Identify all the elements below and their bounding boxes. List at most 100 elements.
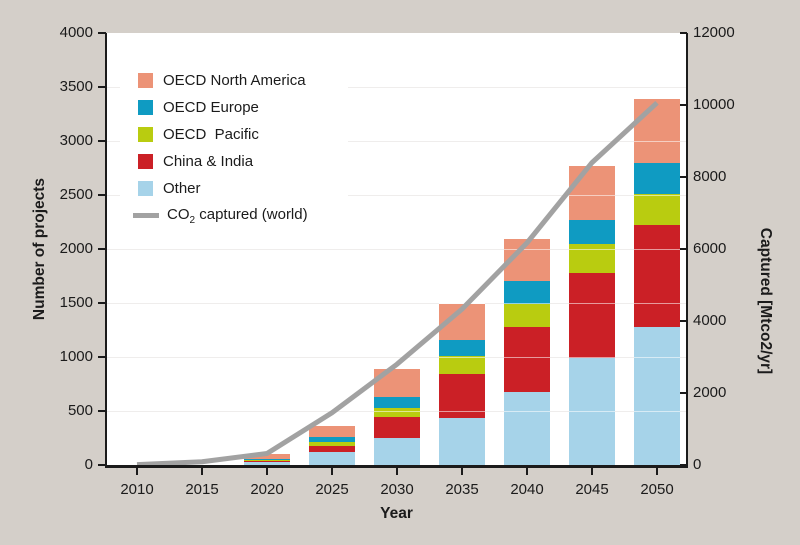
bar-segment-oecd-north-america-2050 bbox=[634, 99, 680, 163]
legend-item: OECD Pacific bbox=[138, 121, 330, 148]
tick-mark bbox=[136, 468, 138, 475]
bar-segment-oecd-pacific-2020 bbox=[244, 460, 290, 462]
bar-segment-oecd-europe-2030 bbox=[374, 396, 420, 408]
right-axis-title: Captured [Mtco2/yr] bbox=[757, 227, 774, 375]
plot-area bbox=[106, 33, 687, 465]
tick-mark bbox=[680, 32, 687, 34]
bar-segment-oecd-north-america-2020 bbox=[244, 454, 290, 459]
tick-mark bbox=[680, 176, 687, 178]
legend-label: OECD North America bbox=[163, 72, 306, 89]
right-tick-label-2000: 2000 bbox=[693, 384, 727, 401]
tick-mark bbox=[98, 410, 106, 412]
legend-line-sample bbox=[133, 213, 159, 218]
bar-segment-oecd-pacific-2050 bbox=[634, 194, 680, 225]
gridline-overlay bbox=[106, 303, 687, 304]
tick-mark bbox=[680, 464, 687, 466]
tick-mark bbox=[98, 356, 106, 358]
legend-color-swatch bbox=[138, 100, 153, 115]
tick-mark bbox=[98, 140, 106, 142]
bar-segment-oecd-pacific-2045 bbox=[569, 244, 615, 274]
tick-mark bbox=[680, 320, 687, 322]
legend-item: CO2 captured (world) bbox=[133, 202, 330, 229]
tick-mark bbox=[98, 194, 106, 196]
bar-segment-oecd-europe-2050 bbox=[634, 162, 680, 195]
bar-segment-oecd-europe-2045 bbox=[569, 219, 615, 245]
x-axis-title: Year bbox=[380, 505, 413, 522]
legend-color-swatch bbox=[138, 127, 153, 142]
bar-segment-china-india-2040 bbox=[504, 326, 550, 393]
right-tick-label-4000: 4000 bbox=[693, 312, 727, 329]
legend-label: OECD Pacific bbox=[163, 126, 259, 143]
tick-mark bbox=[331, 468, 333, 475]
left-tick-label-500: 500 bbox=[67, 402, 93, 419]
legend-item: China & India bbox=[138, 148, 330, 175]
left-y-axis-line bbox=[105, 33, 107, 467]
legend-label: CO2 captured (world) bbox=[167, 205, 308, 226]
x-tick-label-2050: 2050 bbox=[640, 481, 674, 498]
left-tick-label-1500: 1500 bbox=[59, 294, 93, 311]
tick-mark bbox=[98, 32, 106, 34]
bar-segment-china-india-2030 bbox=[374, 416, 420, 438]
legend-color-swatch bbox=[138, 154, 153, 169]
x-tick-label-2045: 2045 bbox=[575, 481, 609, 498]
x-tick-label-2035: 2035 bbox=[445, 481, 479, 498]
x-tick-label-2020: 2020 bbox=[250, 481, 284, 498]
gridline-overlay bbox=[106, 87, 687, 88]
tick-mark bbox=[680, 248, 687, 250]
left-tick-label-3500: 3500 bbox=[59, 78, 93, 95]
bar-segment-oecd-pacific-2035 bbox=[439, 356, 485, 374]
bar-segment-other-2040 bbox=[504, 392, 550, 465]
bar-segment-china-india-2025 bbox=[309, 446, 355, 453]
bar-segment-oecd-pacific-2040 bbox=[504, 303, 550, 327]
legend-label: Other bbox=[163, 180, 201, 197]
bar-segment-china-india-2035 bbox=[439, 373, 485, 418]
x-tick-label-2040: 2040 bbox=[510, 481, 544, 498]
bar-segment-oecd-europe-2040 bbox=[504, 281, 550, 304]
right-tick-label-12000: 12000 bbox=[693, 24, 735, 41]
x-tick-label-2030: 2030 bbox=[380, 481, 414, 498]
bar-segment-oecd-europe-2020 bbox=[244, 458, 290, 461]
gridline-overlay bbox=[106, 411, 687, 412]
legend-color-swatch bbox=[138, 73, 153, 88]
gridline-overlay bbox=[106, 249, 687, 250]
x-axis-line bbox=[105, 465, 688, 468]
left-tick-label-2500: 2500 bbox=[59, 186, 93, 203]
bar-segment-oecd-north-america-2025 bbox=[309, 425, 355, 438]
tick-mark bbox=[591, 468, 593, 475]
left-tick-label-3000: 3000 bbox=[59, 132, 93, 149]
bar-segment-china-india-2020 bbox=[244, 460, 290, 462]
x-tick-label-2015: 2015 bbox=[185, 481, 219, 498]
tick-mark bbox=[656, 468, 658, 475]
x-tick-label-2010: 2010 bbox=[120, 481, 154, 498]
left-tick-label-2000: 2000 bbox=[59, 240, 93, 257]
tick-mark bbox=[680, 392, 687, 394]
left-axis-title: Number of projects bbox=[31, 177, 48, 321]
left-tick-label-4000: 4000 bbox=[59, 24, 93, 41]
legend: OECD North America OECD Europe OECD Pacifi… bbox=[120, 55, 348, 239]
bar-segment-china-india-2045 bbox=[569, 273, 615, 358]
bar-segment-oecd-pacific-2025 bbox=[309, 442, 355, 447]
bar-segment-other-2030 bbox=[374, 438, 420, 465]
tick-mark bbox=[396, 468, 398, 475]
tick-mark bbox=[98, 86, 106, 88]
right-tick-label-10000: 10000 bbox=[693, 96, 735, 113]
x-tick-label-2025: 2025 bbox=[315, 481, 349, 498]
right-tick-label-8000: 8000 bbox=[693, 168, 727, 185]
legend-item: OECD North America bbox=[138, 67, 330, 94]
bar-segment-oecd-north-america-2045 bbox=[569, 165, 615, 220]
left-tick-label-0: 0 bbox=[84, 456, 93, 473]
bar-segment-other-2050 bbox=[634, 326, 680, 465]
left-tick-label-1000: 1000 bbox=[59, 348, 93, 365]
legend-label: China & India bbox=[163, 153, 254, 170]
tick-mark bbox=[461, 468, 463, 475]
bar-segment-oecd-europe-2035 bbox=[439, 340, 485, 357]
tick-mark bbox=[98, 248, 106, 250]
right-y-axis-line bbox=[686, 33, 688, 467]
bar-segment-china-india-2050 bbox=[634, 224, 680, 327]
tick-mark bbox=[98, 464, 106, 466]
bar-segment-other-2025 bbox=[309, 452, 355, 465]
legend-color-swatch bbox=[138, 181, 153, 196]
tick-mark bbox=[526, 468, 528, 475]
right-tick-label-0: 0 bbox=[693, 456, 702, 473]
